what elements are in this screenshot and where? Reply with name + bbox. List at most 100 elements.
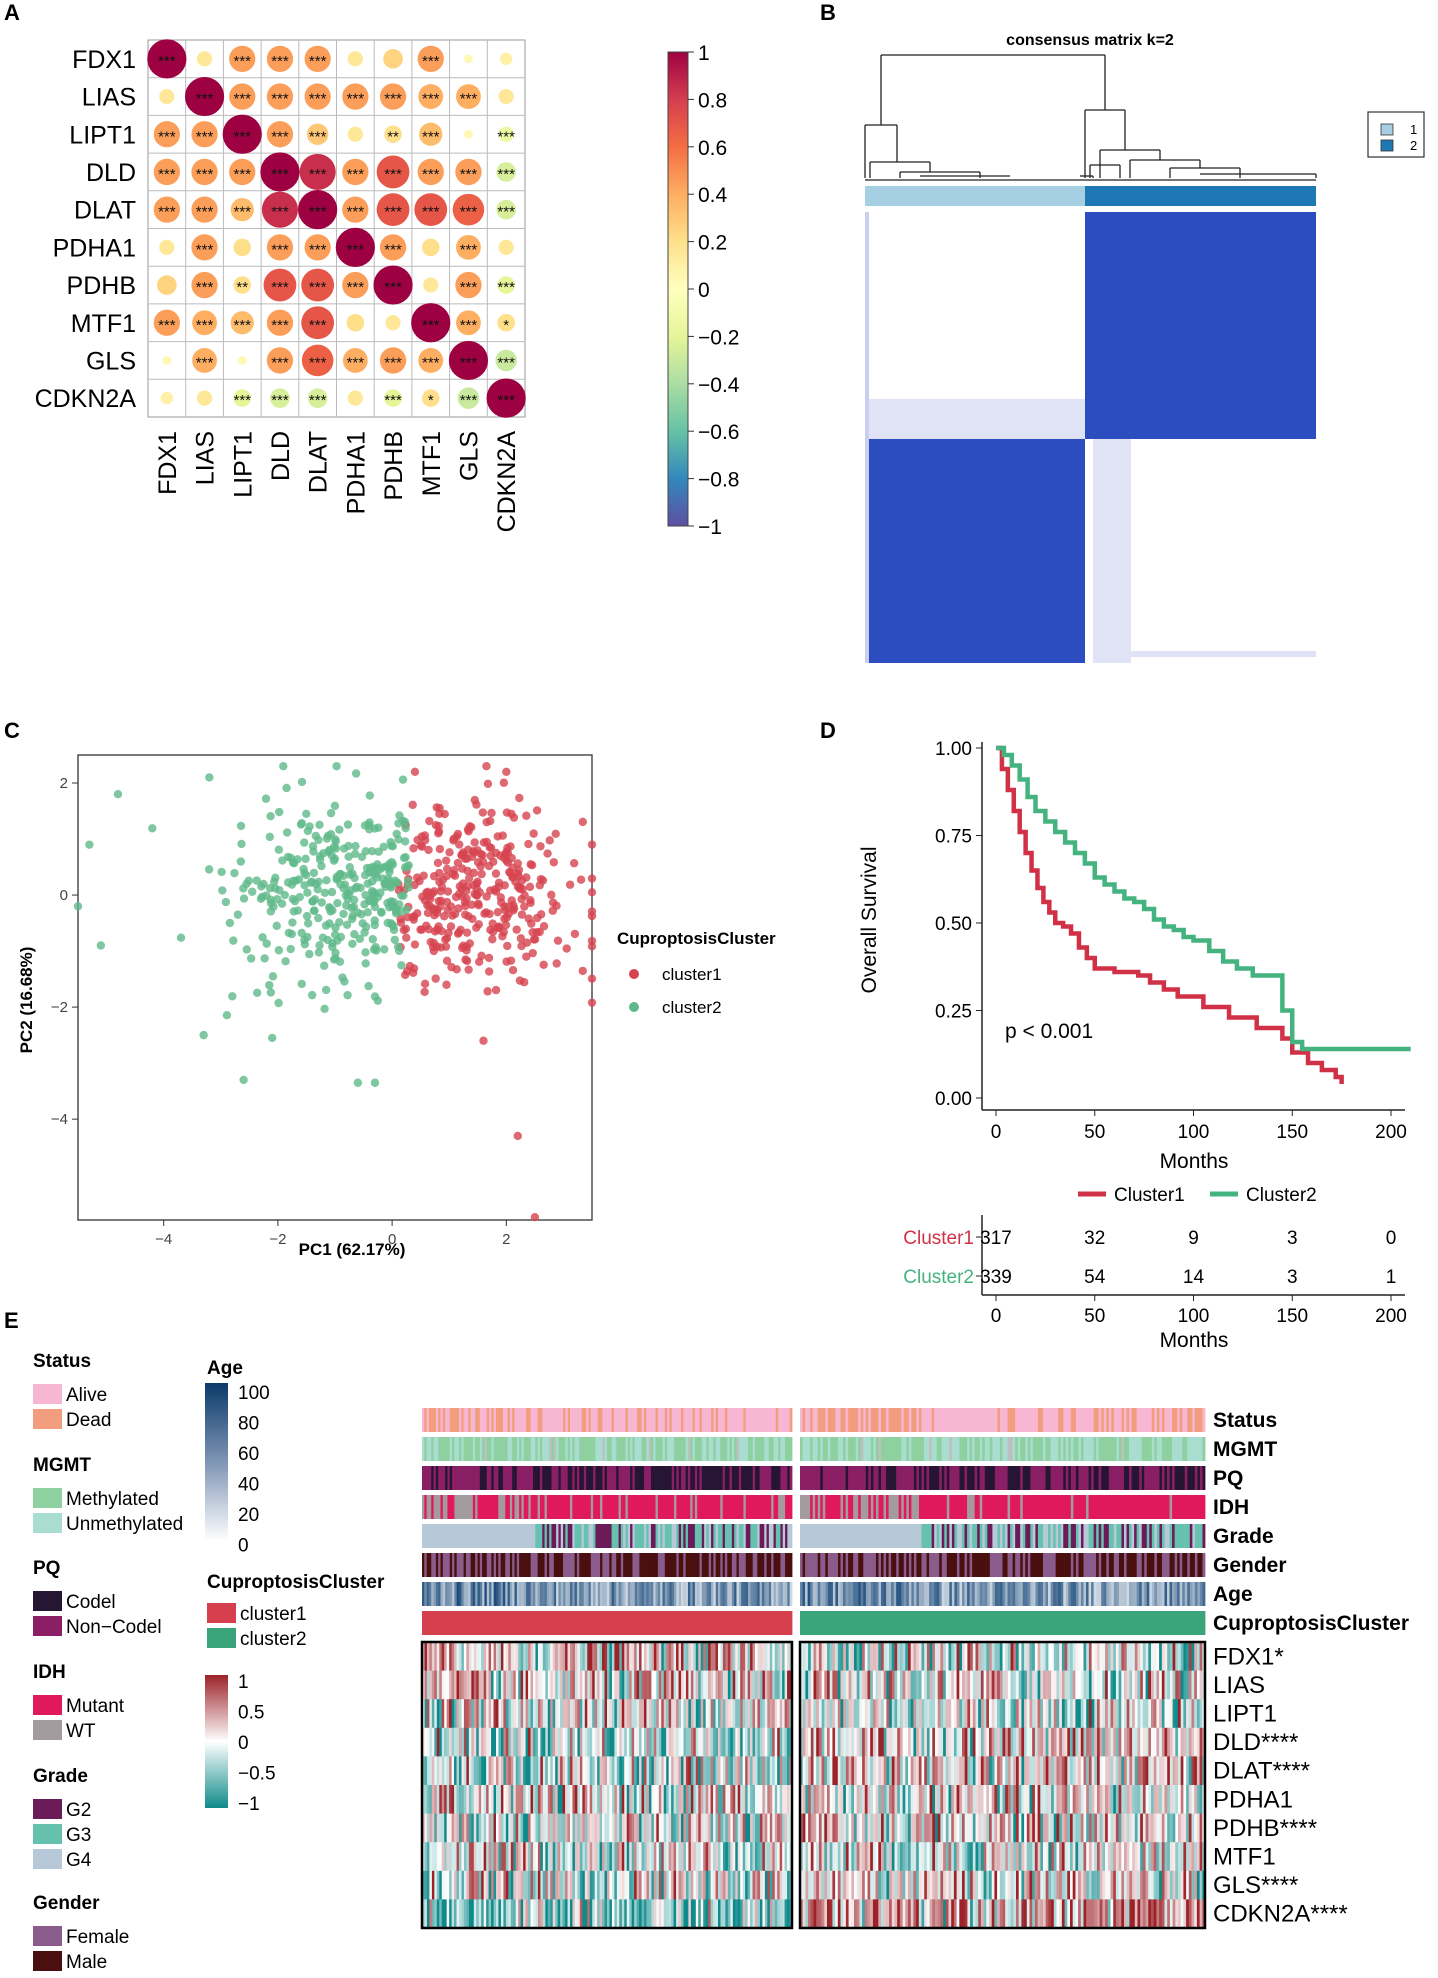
expression-cell (1088, 1699, 1092, 1729)
annotation-cell (537, 1611, 541, 1635)
pca-point-cluster2 (265, 980, 274, 990)
expression-cell (1037, 1727, 1041, 1757)
expression-cell (676, 1642, 679, 1671)
annotation-cell (422, 1408, 425, 1432)
risk-x-tick-label: 50 (1084, 1306, 1105, 1327)
annotation-cell (1050, 1553, 1054, 1577)
annotation-cell (1124, 1437, 1127, 1461)
pca-point-cluster2 (281, 957, 290, 966)
pca-point-cluster1 (500, 881, 509, 890)
expression-cell (611, 1699, 615, 1729)
expression-cell (1078, 1670, 1082, 1700)
expression-cell (616, 1642, 620, 1671)
expression-cell (439, 1756, 443, 1786)
expression-cell (624, 1727, 628, 1757)
annotation-cell (946, 1495, 950, 1519)
annotation-cell (546, 1495, 550, 1519)
annotation-cell (853, 1495, 857, 1519)
annotation-cell (901, 1524, 905, 1548)
expression-cell (621, 1699, 625, 1729)
annotation-cell (997, 1437, 1001, 1461)
pca-point-cluster2 (270, 877, 279, 887)
annotation-cell (903, 1524, 907, 1548)
annotation-cell (761, 1582, 765, 1606)
annotation-cell (1015, 1466, 1019, 1490)
expression-cell (567, 1699, 571, 1729)
annotation-cell (634, 1611, 638, 1635)
expression-cell (431, 1642, 435, 1671)
annotation-cell (435, 1524, 439, 1548)
annotation-cell (607, 1437, 610, 1461)
km-curve-cluster1 (996, 745, 1344, 1084)
expression-cell (1013, 1727, 1017, 1757)
annotation-cell (1055, 1495, 1059, 1519)
cluster-bar-2 (1085, 186, 1316, 206)
annotation-cell (855, 1611, 859, 1635)
expression-cell (562, 1642, 566, 1671)
pca-point-cluster2 (244, 876, 254, 885)
annotation-cell (1134, 1437, 1138, 1461)
legend-swatch (33, 1951, 62, 1971)
annotation-cell (891, 1524, 895, 1548)
expression-cell (426, 1670, 430, 1700)
expression-cell (451, 1670, 455, 1700)
annotation-cell (563, 1466, 566, 1490)
annotation-cell (946, 1437, 950, 1461)
pca-point-cluster2 (309, 847, 318, 856)
expression-cell (989, 1699, 993, 1729)
annotation-cell (918, 1582, 922, 1606)
annotation-cell (426, 1466, 430, 1490)
expression-cell (508, 1756, 512, 1786)
annotation-cell (1002, 1466, 1006, 1490)
annotation-cell (1068, 1611, 1072, 1635)
pca-point-cluster2 (400, 817, 410, 827)
corr-col-label: FDX1 (154, 431, 182, 495)
expression-cell (466, 1699, 470, 1729)
expression-cell (493, 1756, 497, 1786)
annotation-cell (778, 1611, 781, 1635)
expression-cell (1029, 1727, 1033, 1757)
annotation-cell (660, 1437, 663, 1461)
annotation-cell (949, 1524, 953, 1548)
annotation-cell (653, 1611, 656, 1635)
expression-cell (1091, 1727, 1095, 1757)
pca-point-cluster2 (286, 853, 295, 863)
annotation-cell (1012, 1466, 1016, 1490)
expression-cell (1040, 1670, 1044, 1700)
pca-point-cluster1 (520, 902, 529, 911)
annotation-cell (657, 1582, 661, 1606)
expression-cell (451, 1727, 455, 1757)
annotation-cell (579, 1408, 582, 1432)
annotation-cell (681, 1437, 684, 1461)
risk-count: 339 (980, 1267, 1012, 1288)
expression-cell (604, 1670, 608, 1700)
expression-cell (671, 1756, 674, 1786)
expression-cell (1024, 1642, 1028, 1671)
expression-cell (759, 1642, 763, 1671)
annotation-cell (701, 1582, 705, 1606)
annotation-cell (1035, 1582, 1039, 1606)
annotation-cell (921, 1466, 925, 1490)
annotation-cell (893, 1582, 897, 1606)
expression-cell (693, 1727, 697, 1757)
expression-cell (972, 1670, 976, 1700)
annotation-cell (1154, 1524, 1158, 1548)
annotation-cell (745, 1437, 749, 1461)
pca-point-cluster1 (416, 925, 425, 934)
annotation-cell (1043, 1408, 1046, 1432)
expression-cell (827, 1699, 831, 1729)
expression-cell (599, 1670, 603, 1700)
expression-cell (1045, 1642, 1049, 1671)
annotation-cell (1126, 1611, 1130, 1635)
annotation-cell (918, 1408, 922, 1432)
annotation-cell (1131, 1582, 1135, 1606)
corr-significance-stars: *** (347, 166, 365, 183)
expression-cell (621, 1727, 625, 1757)
annotation-cell (523, 1495, 527, 1519)
annotation-cell (671, 1582, 675, 1606)
panel-label-d: D (820, 718, 836, 743)
annotation-cell (1025, 1437, 1029, 1461)
annotation-cell (911, 1553, 915, 1577)
risk-count: 1 (1386, 1267, 1397, 1288)
annotation-cell (956, 1437, 960, 1461)
